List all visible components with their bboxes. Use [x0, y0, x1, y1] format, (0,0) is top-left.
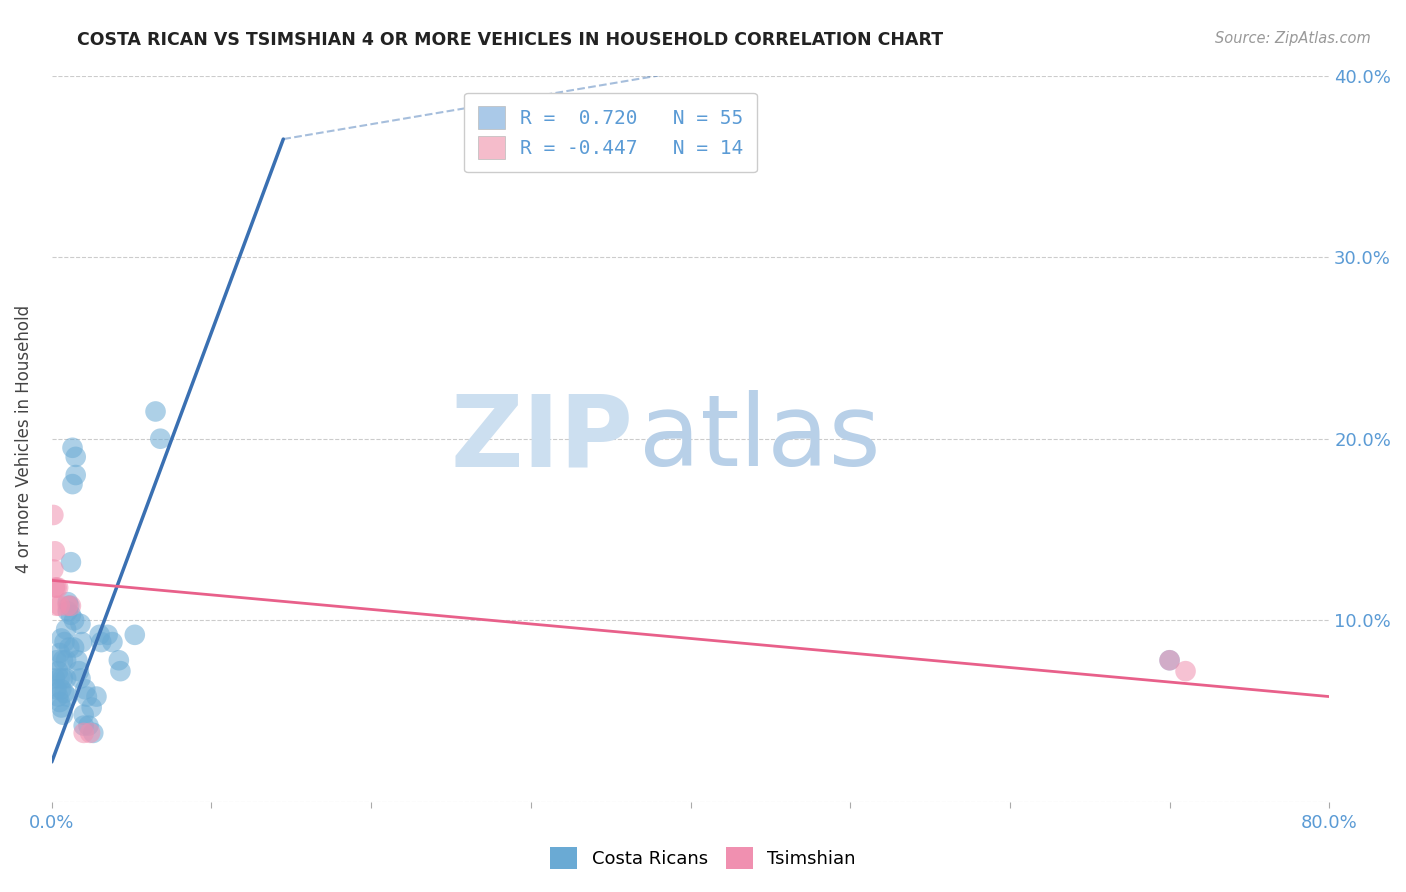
Point — [46, 690, 69, 704]
Point — [70, 635, 93, 649]
Point — [82, 726, 104, 740]
Point — [56, 595, 79, 609]
Point — [52, 672, 75, 686]
Point — [59, 607, 82, 622]
Point — [79, 726, 101, 740]
Point — [44, 581, 66, 595]
Point — [67, 664, 90, 678]
Point — [42, 562, 65, 576]
Legend: R =  0.720   N = 55, R = -0.447   N = 14: R = 0.720 N = 55, R = -0.447 N = 14 — [464, 93, 758, 172]
Point — [124, 628, 146, 642]
Text: atlas: atlas — [640, 390, 882, 487]
Point — [56, 604, 79, 618]
Point — [58, 599, 80, 613]
Point — [45, 653, 67, 667]
Point — [56, 599, 79, 613]
Point — [110, 664, 132, 678]
Point — [52, 653, 75, 667]
Point — [97, 628, 120, 642]
Point — [80, 700, 103, 714]
Point — [53, 635, 76, 649]
Point — [65, 468, 87, 483]
Point — [51, 682, 73, 697]
Point — [48, 599, 70, 613]
Point — [149, 432, 172, 446]
Point — [1159, 653, 1181, 667]
Point — [52, 707, 75, 722]
Point — [45, 581, 67, 595]
Point — [44, 544, 66, 558]
Point — [51, 700, 73, 714]
Point — [58, 640, 80, 655]
Point — [56, 690, 79, 704]
Point — [45, 682, 67, 697]
Point — [73, 707, 96, 722]
Point — [89, 628, 111, 642]
Point — [66, 653, 89, 667]
Point — [42, 508, 65, 522]
Point — [62, 441, 84, 455]
Point — [69, 672, 91, 686]
Point — [63, 613, 86, 627]
Point — [51, 632, 73, 646]
Text: Source: ZipAtlas.com: Source: ZipAtlas.com — [1215, 31, 1371, 46]
Point — [65, 450, 87, 464]
Point — [73, 726, 96, 740]
Point — [59, 599, 82, 613]
Text: ZIP: ZIP — [450, 390, 633, 487]
Point — [48, 646, 70, 660]
Point — [1159, 653, 1181, 667]
Point — [48, 695, 70, 709]
Point — [75, 682, 97, 697]
Point — [77, 718, 100, 732]
Point — [48, 672, 70, 686]
Point — [55, 653, 77, 667]
Point — [59, 555, 82, 569]
Point — [44, 672, 66, 686]
Point — [108, 653, 131, 667]
Point — [63, 640, 86, 655]
Point — [45, 599, 67, 613]
Point — [55, 672, 77, 686]
Point — [145, 404, 167, 418]
Point — [86, 690, 108, 704]
Point — [62, 477, 84, 491]
Text: COSTA RICAN VS TSIMSHIAN 4 OR MORE VEHICLES IN HOUSEHOLD CORRELATION CHART: COSTA RICAN VS TSIMSHIAN 4 OR MORE VEHIC… — [77, 31, 943, 49]
Point — [101, 635, 124, 649]
Point — [73, 718, 96, 732]
Point — [53, 686, 76, 700]
Point — [55, 623, 77, 637]
Point — [46, 581, 69, 595]
Point — [1174, 664, 1197, 678]
Y-axis label: 4 or more Vehicles in Household: 4 or more Vehicles in Household — [15, 305, 32, 573]
Point — [76, 690, 98, 704]
Point — [90, 635, 112, 649]
Legend: Costa Ricans, Tsimshian: Costa Ricans, Tsimshian — [543, 839, 863, 876]
Point — [46, 664, 69, 678]
Point — [69, 616, 91, 631]
